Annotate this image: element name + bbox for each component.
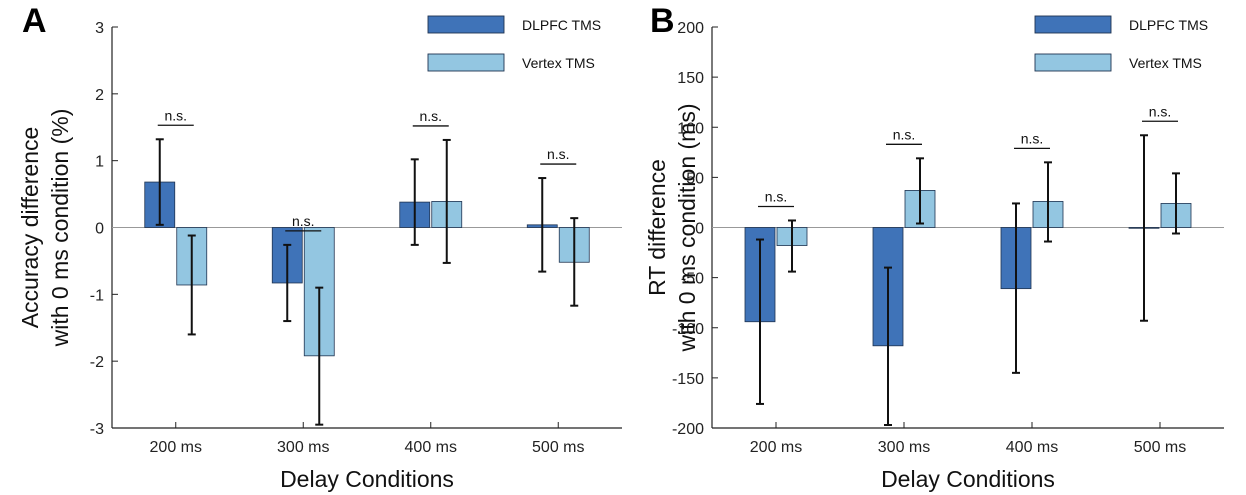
- y-tick-label: 50: [686, 170, 704, 187]
- x-tick-label: 300 ms: [878, 439, 930, 456]
- y-tick-label: 100: [677, 120, 704, 137]
- x-tick-label: 400 ms: [405, 439, 457, 456]
- significance-label: n.s.: [893, 126, 916, 142]
- x-axis-label: Delay Conditions: [881, 466, 1055, 492]
- y-tick-label: 200: [677, 20, 704, 37]
- legend-swatch-dlpfc: [1034, 15, 1112, 34]
- legend-label: Vertex TMS: [522, 55, 595, 71]
- panel-label: B: [650, 2, 675, 40]
- x-tick-label: 200 ms: [150, 439, 202, 456]
- x-axis-label: Delay Conditions: [280, 466, 454, 492]
- legend-label: DLPFC TMS: [1129, 17, 1208, 33]
- y-tick-label: -3: [90, 421, 104, 438]
- y-tick-label: 1: [95, 154, 104, 171]
- significance-label: n.s.: [419, 108, 442, 124]
- chart-panel-a: A -3 -2 -1 0 1 2 3 Accuracy difference with 0 ms …: [17, 2, 622, 492]
- y-tick-label: -50: [681, 271, 704, 288]
- y-axis-label: Accuracy difference: [17, 127, 43, 329]
- y-tick-label: -100: [672, 321, 704, 338]
- y-tick-label: -150: [672, 371, 704, 388]
- y-tick-label: -2: [90, 354, 104, 371]
- y-tick-label: 2: [95, 87, 104, 104]
- y-axis-label: with 0 ms condition (ms): [674, 104, 700, 353]
- x-tick-label: 500 ms: [532, 439, 584, 456]
- significance-label: n.s.: [164, 107, 187, 123]
- y-tick-label: -200: [672, 421, 704, 438]
- significance-label: n.s.: [547, 146, 570, 162]
- y-tick-label: 3: [95, 20, 104, 37]
- y-tick-label: 0: [695, 221, 704, 238]
- y-axis-label: RT difference: [644, 159, 670, 296]
- legend-label: DLPFC TMS: [522, 17, 601, 33]
- legend-swatch-vertex: [427, 53, 505, 72]
- significance-label: n.s.: [292, 213, 315, 229]
- x-tick-label: 500 ms: [1134, 439, 1186, 456]
- legend-swatch-dlpfc: [427, 15, 505, 34]
- x-tick-label: 400 ms: [1006, 439, 1058, 456]
- legend-swatch-vertex: [1034, 53, 1112, 72]
- y-tick-label: 150: [677, 70, 704, 87]
- significance-label: n.s.: [1149, 103, 1172, 119]
- significance-label: n.s.: [765, 188, 788, 204]
- x-tick-label: 300 ms: [277, 439, 329, 456]
- chart-panel-b: B -200 -150 -100 -50 0 50 100 150 200 RT differenc…: [644, 2, 1224, 492]
- y-tick-label: 0: [95, 221, 104, 238]
- legend-label: Vertex TMS: [1129, 55, 1202, 71]
- panel-label: A: [22, 2, 47, 40]
- significance-label: n.s.: [1021, 130, 1044, 146]
- y-tick-label: -1: [90, 287, 104, 304]
- x-tick-label: 200 ms: [750, 439, 802, 456]
- y-axis-label: with 0 ms condition (%): [47, 109, 73, 348]
